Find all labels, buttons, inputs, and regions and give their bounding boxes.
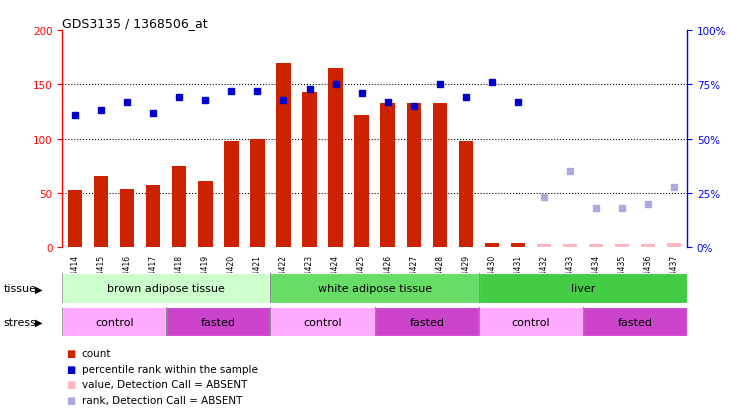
Bar [563, 244, 577, 248]
Bar [537, 244, 551, 248]
Text: control: control [303, 317, 342, 327]
Text: ■: ■ [66, 380, 75, 389]
Bar [120, 189, 135, 248]
Text: value, Detection Call = ABSENT: value, Detection Call = ABSENT [82, 380, 247, 389]
Text: control: control [512, 317, 550, 327]
Bar [355, 116, 368, 248]
Bar [270, 307, 374, 337]
Bar [68, 190, 83, 248]
Bar [328, 69, 343, 248]
Text: ▶: ▶ [35, 317, 42, 327]
Bar [641, 244, 655, 248]
Bar [62, 307, 167, 337]
Bar [303, 93, 317, 248]
Text: ▶: ▶ [35, 284, 42, 294]
Text: stress: stress [4, 317, 37, 327]
Text: rank, Detection Call = ABSENT: rank, Detection Call = ABSENT [82, 395, 242, 405]
Bar [615, 244, 629, 248]
Text: GDS3135 / 1368506_at: GDS3135 / 1368506_at [62, 17, 208, 30]
Bar [485, 243, 499, 248]
Bar [406, 104, 421, 248]
Bar [433, 104, 447, 248]
Bar [374, 307, 479, 337]
Text: fasted: fasted [201, 317, 236, 327]
Bar [458, 142, 473, 248]
Bar [62, 274, 270, 304]
Bar [224, 142, 238, 248]
Text: control: control [95, 317, 134, 327]
Bar [667, 243, 681, 248]
Bar [94, 176, 108, 248]
Text: fasted: fasted [618, 317, 653, 327]
Text: brown adipose tissue: brown adipose tissue [107, 284, 225, 294]
Text: ■: ■ [66, 395, 75, 405]
Text: count: count [82, 348, 111, 358]
Bar [583, 307, 687, 337]
Bar [250, 140, 265, 248]
Bar [511, 243, 525, 248]
Bar [381, 104, 395, 248]
Bar [198, 182, 213, 248]
Bar [276, 64, 291, 248]
Text: tissue: tissue [4, 284, 37, 294]
Text: fasted: fasted [409, 317, 444, 327]
Text: ■: ■ [66, 348, 75, 358]
Text: white adipose tissue: white adipose tissue [317, 284, 432, 294]
Bar [479, 274, 687, 304]
Bar [270, 274, 479, 304]
Bar [146, 186, 160, 248]
Text: ■: ■ [66, 364, 75, 374]
Text: liver: liver [571, 284, 595, 294]
Bar [479, 307, 583, 337]
Bar [167, 307, 270, 337]
Bar [173, 166, 186, 248]
Text: percentile rank within the sample: percentile rank within the sample [82, 364, 258, 374]
Bar [589, 244, 603, 248]
